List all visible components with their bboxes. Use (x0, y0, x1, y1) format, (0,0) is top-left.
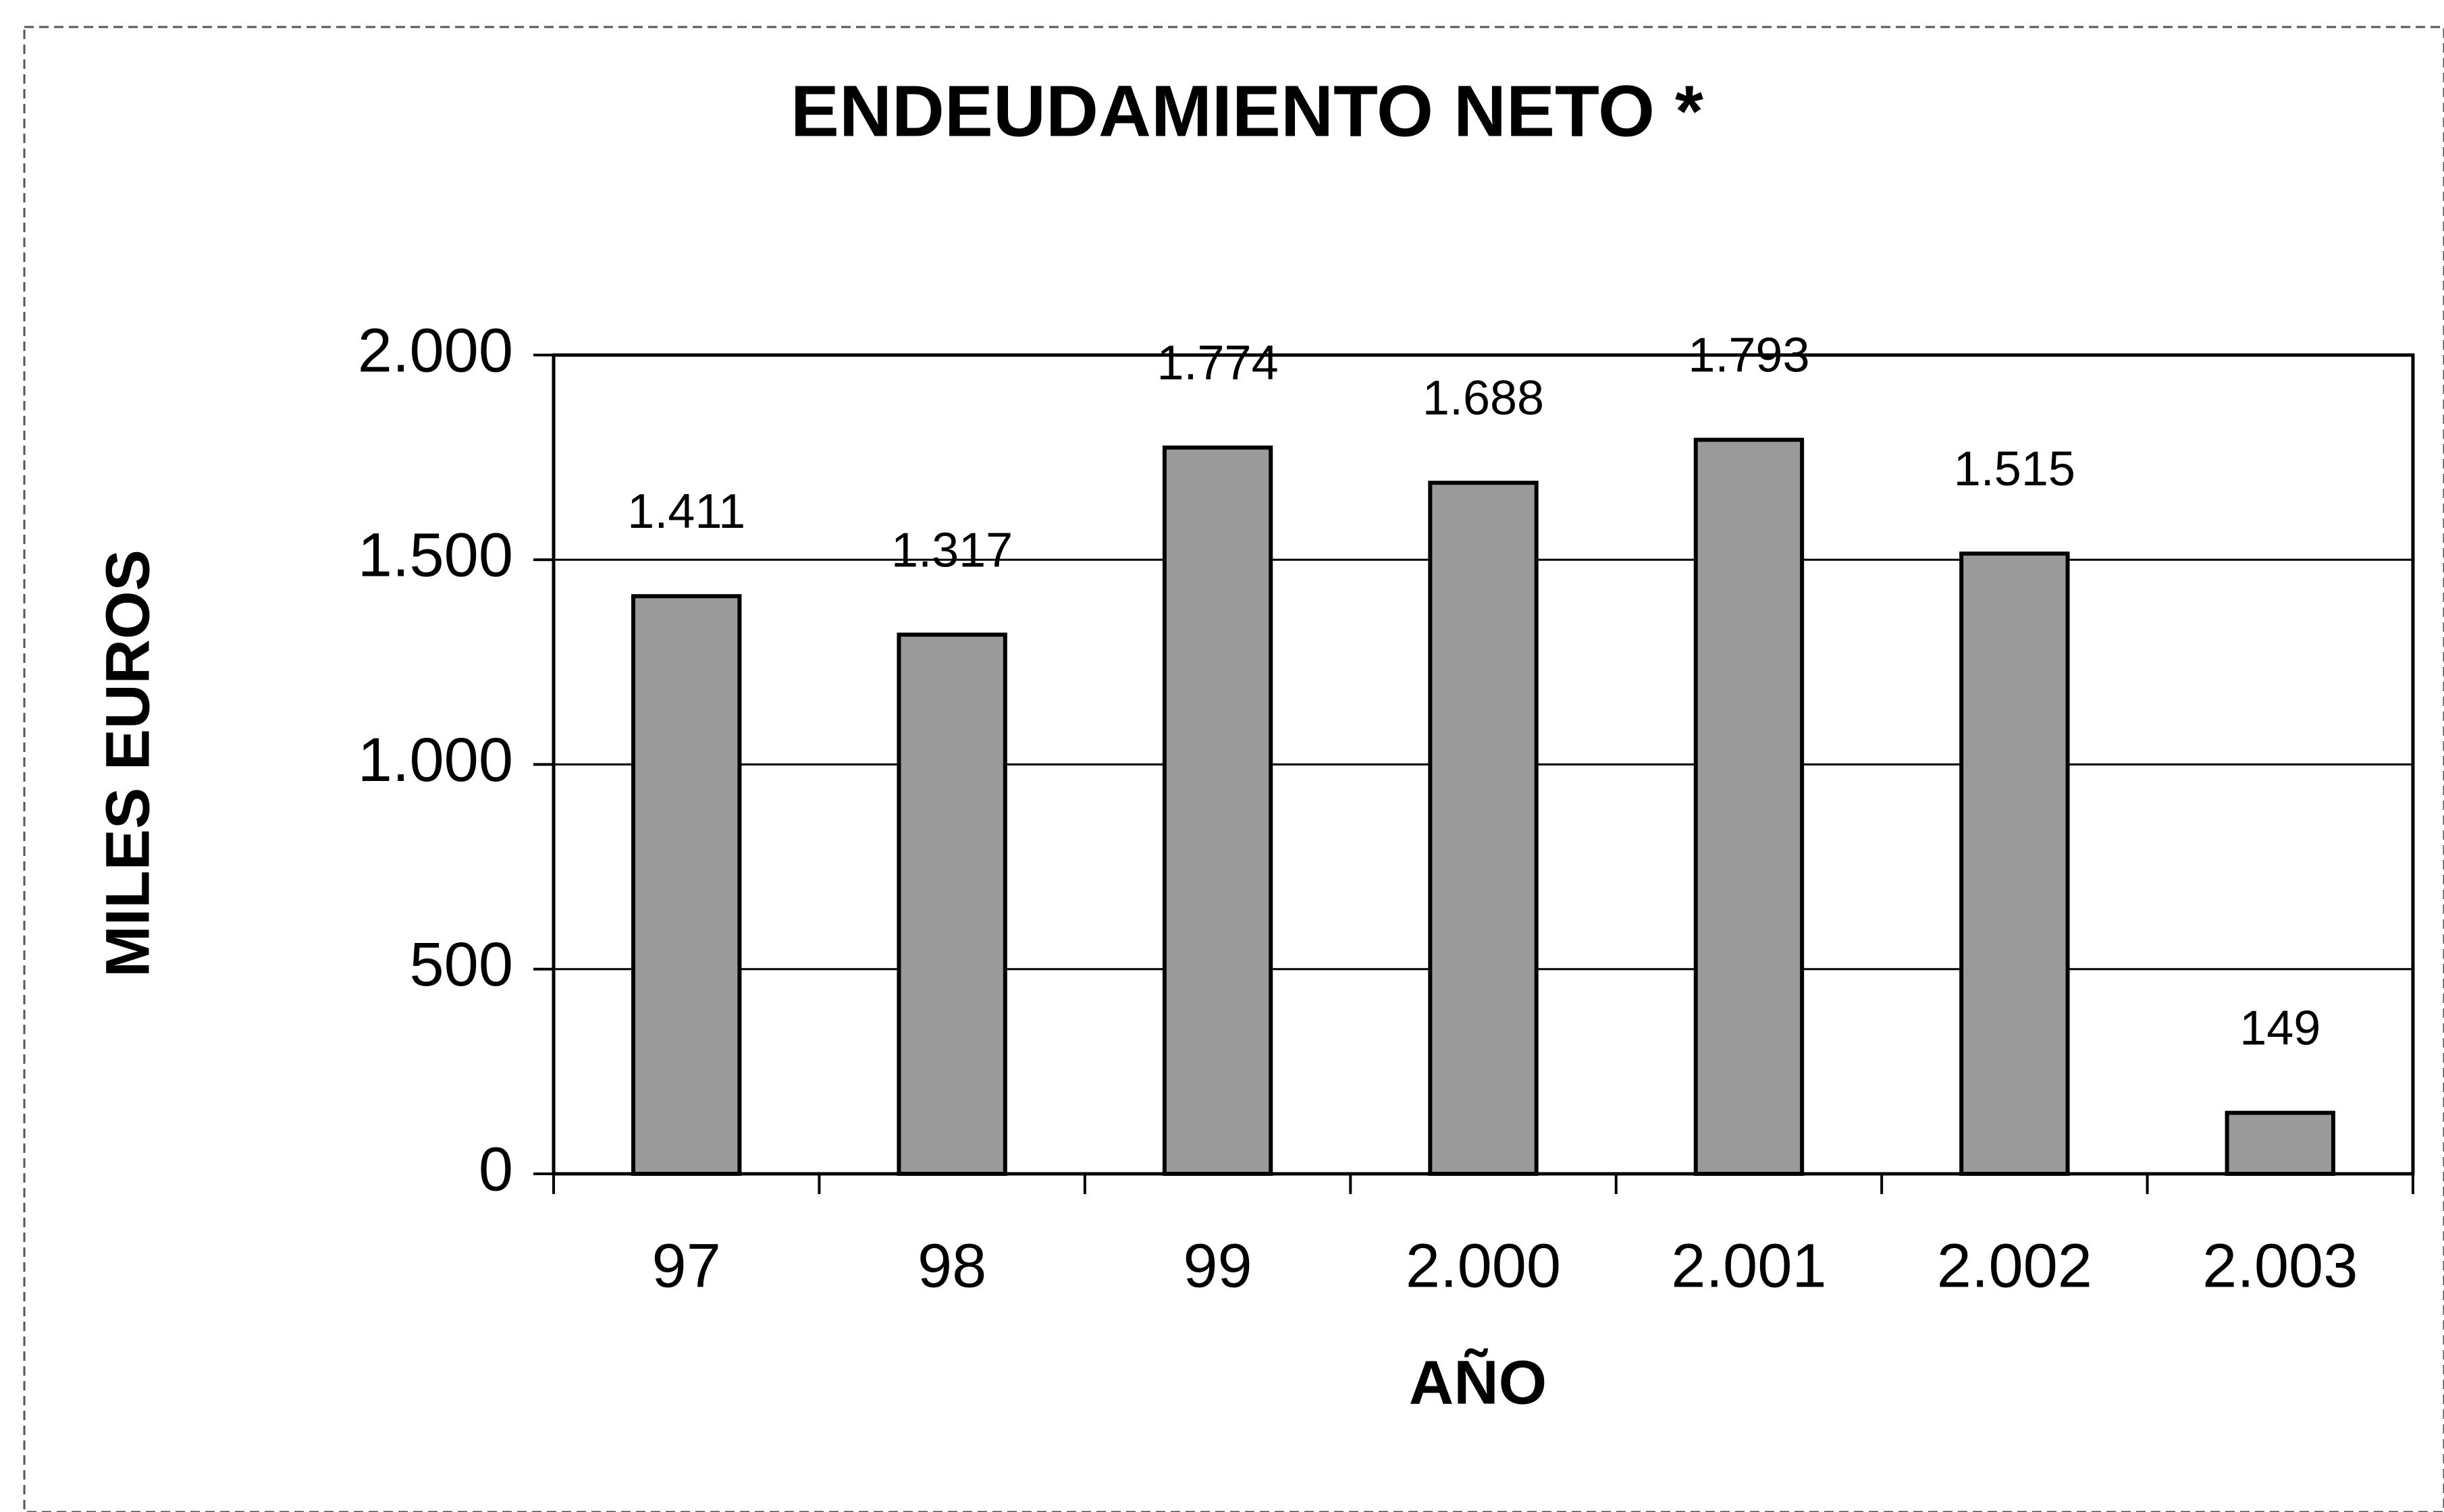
bar (1428, 481, 1539, 1176)
bar (1693, 437, 1805, 1176)
bar (1162, 446, 1273, 1176)
value-label: 1.774 (1157, 336, 1278, 390)
bar (2225, 1110, 2335, 1176)
x-tick-label: 2.001 (1671, 1231, 1826, 1300)
chart-title: ENDEUDAMIENTO NETO * (791, 70, 1703, 152)
y-tick-label: 500 (410, 930, 514, 999)
x-axis-title: AÑO (1409, 1347, 1547, 1417)
x-tick-label: 2.003 (2202, 1231, 2358, 1300)
bar (1959, 551, 2070, 1176)
value-label: 1.688 (1423, 371, 1544, 425)
value-label: 1.411 (627, 485, 745, 539)
x-tick-label: 2.000 (1406, 1231, 1561, 1300)
x-tick-label: 99 (1183, 1231, 1252, 1300)
value-label: 1.317 (891, 523, 1013, 577)
y-axis-title: MILES EUROS (93, 549, 162, 977)
bar (897, 632, 1007, 1176)
frame (23, 26, 2444, 1512)
x-tick-label: 97 (652, 1231, 721, 1300)
y-tick-label: 2.000 (358, 316, 513, 385)
x-tick-label: 98 (918, 1231, 986, 1300)
value-label: 1.793 (1688, 329, 1809, 383)
value-label: 149 (2239, 1002, 2320, 1056)
y-tick-label: 1.500 (358, 521, 513, 590)
x-tick-label: 2.002 (1937, 1231, 2092, 1300)
y-tick-label: 0 (479, 1135, 513, 1204)
value-label: 1.515 (1954, 442, 2075, 496)
y-tick-label: 1.000 (358, 726, 513, 794)
bar (631, 594, 742, 1176)
